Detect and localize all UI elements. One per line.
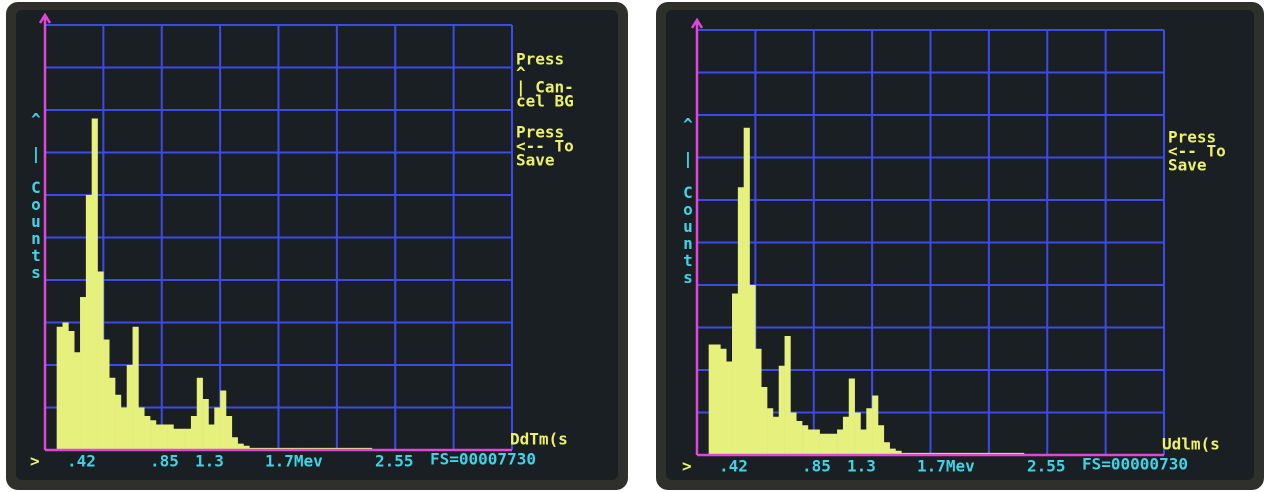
spectrum-bin (744, 128, 750, 455)
spectrum-bin (785, 336, 791, 455)
spectrum-bin (726, 362, 732, 456)
spectrum-bin (767, 408, 773, 455)
spectrum-bin (825, 434, 831, 455)
spectrum-bin (109, 378, 115, 450)
spectrum-bin (866, 408, 872, 455)
spectrum-bin (156, 425, 162, 451)
spectrum-bin (150, 420, 156, 450)
spectrum-bin (860, 430, 866, 456)
side-text: Save (1168, 156, 1207, 175)
x-label: 2.55 (375, 452, 414, 471)
spectrum-bin (197, 378, 203, 450)
spectrum-bin (57, 327, 63, 450)
spectrum-bin (162, 425, 168, 451)
spectrum-bin (750, 285, 756, 455)
y-axis-label: ^ | Counts (27, 110, 46, 280)
side-text: Save (516, 151, 555, 170)
spectrum-bin (168, 425, 174, 451)
spectrum-bin (127, 365, 133, 450)
spectrum-bin (232, 437, 238, 450)
spectrum-bin (121, 408, 127, 451)
spectrum-bin (755, 349, 761, 455)
spectrum-bin (855, 413, 861, 456)
spectrum-bin (98, 272, 104, 451)
x-label: 1.3 (195, 452, 224, 471)
spectrum-bin (74, 352, 80, 450)
x-label: .42 (719, 457, 748, 476)
spectrum-bin (63, 323, 69, 451)
spectrum-bin (761, 387, 767, 455)
spectrum-bin (802, 425, 808, 455)
corner-text: DdTm(s (510, 430, 568, 449)
fs-readout: FS=00007730 (430, 450, 536, 469)
spectrum-bin (738, 187, 744, 455)
prompt: > (30, 452, 40, 471)
x-label: .85 (802, 457, 831, 476)
spectrum-bin (191, 416, 197, 450)
spectrum-bin (179, 429, 185, 450)
spectrum-bin (779, 366, 785, 455)
spectrum-bin (68, 331, 74, 450)
spectrum-bin (185, 429, 191, 450)
spectrum-bin (138, 408, 144, 451)
spectrum-bin (814, 430, 820, 456)
x-label: 2.55 (1027, 457, 1066, 476)
spectrum-bin (872, 396, 878, 456)
x-label: 1.7Mev (917, 457, 975, 476)
prompt: > (682, 457, 692, 476)
spectrum-bin (709, 345, 715, 456)
device-photos: ^ | CountsPress^| Can-cel BGPress<-- ToS… (0, 0, 1270, 492)
spectrum-bin (103, 340, 109, 451)
spectrum-bin (732, 294, 738, 456)
spectrum-bin (214, 408, 220, 451)
corner-text: Udlm(s (1162, 435, 1220, 454)
spectrum-bin (843, 417, 849, 455)
spectrum-bin (837, 430, 843, 456)
x-label: 1.7Mev (265, 452, 323, 471)
spectrum-bin (808, 430, 814, 456)
spectrum-bin (220, 391, 226, 451)
spectrum-bin (820, 434, 826, 455)
spectrum-bin (203, 399, 209, 450)
spectrum-bin (92, 119, 98, 451)
spectrum-bin (80, 297, 86, 450)
spectrum-bin (86, 195, 92, 450)
spectrum-bin (720, 349, 726, 455)
x-label: 1.3 (847, 457, 876, 476)
spectrum-bin (884, 442, 890, 455)
x-label: .42 (67, 452, 96, 471)
spectrum-bin (878, 425, 884, 455)
spectrum-bin (115, 395, 121, 450)
spectrum-bin (849, 379, 855, 456)
x-label: .85 (150, 452, 179, 471)
spectrum-bin (173, 429, 179, 450)
spectrum-bin (226, 416, 232, 450)
spectrum-bin (208, 425, 214, 451)
spectrum-bin (773, 417, 779, 455)
spectrum-bin (133, 327, 139, 450)
spectrum-bin (831, 434, 837, 455)
spectrum-bin (796, 421, 802, 455)
fs-readout: FS=00000730 (1082, 455, 1188, 474)
spectrum-bin (790, 413, 796, 456)
spectrum-bin (144, 416, 150, 450)
spectrum-bin (715, 345, 721, 456)
y-axis-label: ^ | Counts (679, 115, 698, 285)
side-text: cel BG (516, 92, 574, 111)
